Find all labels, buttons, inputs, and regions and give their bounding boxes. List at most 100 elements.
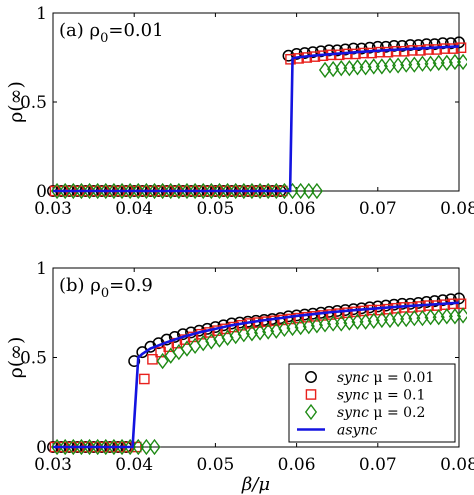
legend-marker <box>305 371 317 383</box>
x-tick-label: 0.06 <box>278 455 316 475</box>
legend-label: async <box>337 423 377 439</box>
legend-label-rest: μ = 0.2 <box>369 405 425 421</box>
legend-label-rest: μ = 0.01 <box>369 370 434 386</box>
data-point <box>456 53 467 71</box>
legend-label: sync μ = 0.01 <box>337 370 434 386</box>
data-point <box>310 182 323 199</box>
legend-label: sync μ = 0.1 <box>337 388 425 404</box>
series-line-async <box>53 301 460 449</box>
series-circle <box>47 36 465 197</box>
data-point <box>278 182 291 199</box>
data-point <box>67 438 80 455</box>
x-tick-label: 0.08 <box>440 455 474 475</box>
data-point <box>180 182 194 199</box>
x-tick-label: 0.05 <box>196 455 234 475</box>
data-point <box>366 47 378 59</box>
panel-label-subscript: 0 <box>101 286 109 301</box>
data-point <box>107 438 120 455</box>
data-point <box>456 307 467 324</box>
data-point <box>189 182 202 199</box>
data-point <box>383 57 397 74</box>
y-tick-label: 0.5 <box>20 93 47 113</box>
data-point <box>59 438 72 455</box>
data-point <box>350 48 361 60</box>
data-point <box>237 182 250 199</box>
series-group <box>47 292 467 455</box>
data-point <box>431 44 442 55</box>
data-point <box>408 309 421 327</box>
data-point <box>148 438 161 455</box>
data-point <box>50 438 64 455</box>
data-point <box>83 438 96 455</box>
data-point <box>67 182 80 199</box>
series-line-async <box>53 45 460 193</box>
data-point <box>197 182 210 199</box>
data-point <box>148 182 161 199</box>
data-point <box>115 182 129 199</box>
legend-entry: sync μ = 0.2 <box>304 403 425 421</box>
data-point <box>351 313 364 330</box>
data-point <box>139 373 150 385</box>
y-tick-label: 0 <box>36 182 47 202</box>
data-point <box>375 311 388 329</box>
data-point <box>91 438 104 455</box>
data-point <box>440 308 453 325</box>
y-tick-label: 1 <box>36 4 47 24</box>
data-point <box>367 58 380 75</box>
data-point <box>382 46 394 58</box>
data-point <box>132 182 145 199</box>
data-point <box>327 315 340 332</box>
legend-entry: sync μ = 0.1 <box>305 388 425 404</box>
data-point <box>432 54 445 72</box>
data-point <box>335 60 348 77</box>
series-group <box>47 36 467 199</box>
data-point <box>99 438 112 455</box>
data-point <box>205 182 218 199</box>
data-point <box>229 182 242 199</box>
legend-label-italic: sync <box>337 388 369 404</box>
legend-marker <box>304 403 318 421</box>
data-point <box>447 43 459 54</box>
series-diamond <box>50 53 467 199</box>
data-point <box>172 182 185 199</box>
data-point <box>156 182 169 199</box>
panel-label-main: (b) ρ <box>59 275 101 296</box>
data-point <box>294 182 307 199</box>
y-tick-label: 0.5 <box>20 349 47 369</box>
legend-label-italic: sync <box>337 370 369 386</box>
x-axis-label: β/μ <box>241 474 270 495</box>
legend-entry: sync μ = 0.01 <box>305 370 434 386</box>
data-point <box>136 346 149 359</box>
data-point <box>270 182 283 199</box>
data-point <box>132 438 145 455</box>
data-point <box>59 182 72 199</box>
data-point <box>245 182 259 199</box>
x-tick-label: 0.04 <box>115 455 153 475</box>
legend-label-italic: async <box>337 423 377 439</box>
data-point <box>351 59 364 76</box>
data-point <box>50 182 64 199</box>
x-tick-label: 0.06 <box>278 199 316 219</box>
legend-marker <box>305 389 317 400</box>
x-tick-label: 0.03 <box>34 199 72 219</box>
panel-label-main: (a) ρ <box>59 20 100 41</box>
data-point <box>140 438 153 455</box>
data-point <box>213 182 226 199</box>
data-point <box>75 182 88 199</box>
data-point <box>392 310 405 328</box>
legend-label-rest: μ = 0.1 <box>369 388 425 404</box>
y-tick-label: 1 <box>36 259 47 279</box>
y-axis-label: ρ(∞) <box>5 81 27 123</box>
chart-panel-2: 0.03 0.04 0.05 0.06 0.07 0.08 0 0.5 1 ρ(∞) β/μ (b) … <box>5 259 474 495</box>
data-point <box>424 309 437 326</box>
x-tick-label: 0.08 <box>440 199 474 219</box>
legend-entry: async <box>297 423 377 439</box>
y-tick-label: 0 <box>36 438 47 458</box>
data-point <box>448 53 462 71</box>
data-point <box>99 182 112 199</box>
data-point <box>147 353 158 365</box>
panel-label: (b) ρ0=0.9 <box>59 275 153 301</box>
